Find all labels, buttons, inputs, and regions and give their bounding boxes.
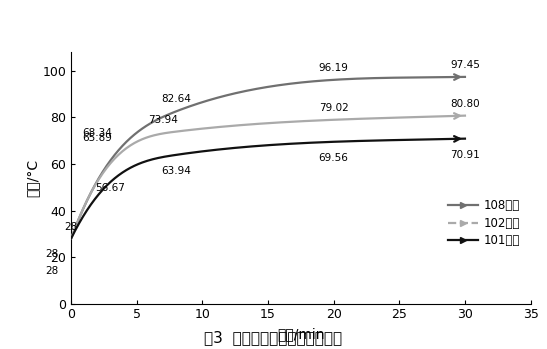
Text: 28: 28 <box>65 222 78 231</box>
Text: 97.45: 97.45 <box>450 60 480 70</box>
Text: 96.19: 96.19 <box>319 63 348 73</box>
Text: 73.94: 73.94 <box>148 114 178 125</box>
Legend: 108号线, 102号线, 101号线: 108号线, 102号线, 101号线 <box>444 194 525 252</box>
Text: 63.94: 63.94 <box>161 166 191 176</box>
X-axis label: 时间/min: 时间/min <box>277 327 324 341</box>
Text: 56.67: 56.67 <box>96 183 125 193</box>
Text: 82.64: 82.64 <box>161 94 191 104</box>
Text: 80.80: 80.80 <box>450 99 480 109</box>
Text: 28: 28 <box>45 250 58 259</box>
Text: 28: 28 <box>45 266 58 276</box>
Text: 68.34: 68.34 <box>83 128 112 138</box>
Text: 79.02: 79.02 <box>319 103 348 113</box>
Y-axis label: 温度/°C: 温度/°C <box>26 159 39 197</box>
Text: 图3  热成像图对应的温度趋势图: 图3 热成像图对应的温度趋势图 <box>205 331 342 346</box>
Text: 65.89: 65.89 <box>83 133 112 143</box>
Text: 70.91: 70.91 <box>450 150 480 159</box>
Text: 69.56: 69.56 <box>319 153 348 163</box>
